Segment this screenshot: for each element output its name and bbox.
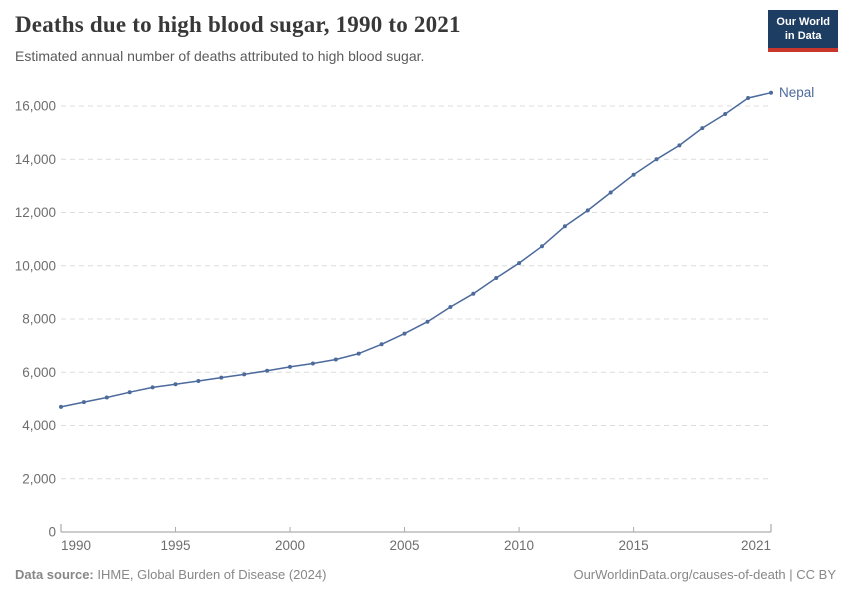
y-axis-tick-label: 14,000: [15, 152, 56, 167]
data-point[interactable]: [59, 404, 63, 409]
data-source-note: Data source: IHME, Global Burden of Dise…: [15, 567, 326, 582]
y-axis-tick-label: 4,000: [22, 418, 56, 433]
data-point[interactable]: [471, 291, 476, 296]
series-end-label-nepal: Nepal: [779, 85, 814, 100]
x-axis-tick-label: 2010: [504, 538, 534, 553]
data-point[interactable]: [356, 351, 361, 356]
x-axis-tick-label: 2005: [390, 538, 420, 553]
data-point[interactable]: [402, 331, 407, 336]
data-point[interactable]: [448, 305, 453, 309]
data-point[interactable]: [608, 190, 613, 195]
data-point[interactable]: [310, 361, 315, 366]
x-axis-tick-label: 2015: [619, 538, 649, 553]
data-point[interactable]: [150, 385, 155, 390]
y-axis-tick-label: 2,000: [22, 471, 56, 486]
y-axis-tick-label: 0: [48, 525, 56, 540]
data-source-label: Data source:: [15, 567, 94, 582]
data-point[interactable]: [585, 208, 590, 213]
data-point[interactable]: [540, 244, 544, 249]
y-axis-tick-label: 16,000: [15, 99, 56, 114]
y-axis-tick-label: 12,000: [15, 205, 56, 220]
data-point[interactable]: [700, 126, 705, 131]
data-point[interactable]: [127, 390, 132, 395]
x-axis-tick-label: 2021: [741, 538, 771, 553]
x-axis-tick-label: 2000: [275, 538, 305, 553]
data-point[interactable]: [333, 357, 338, 362]
data-point[interactable]: [746, 96, 751, 100]
data-point[interactable]: [265, 368, 270, 373]
y-axis-tick-label: 8,000: [22, 312, 56, 327]
data-point[interactable]: [242, 372, 247, 377]
x-axis-tick-label: 1995: [160, 538, 190, 553]
y-axis-tick-label: 6,000: [22, 365, 56, 380]
owid-logo-line2: in Data: [784, 30, 822, 43]
chart-subtitle: Estimated annual number of deaths attrib…: [15, 48, 425, 64]
data-point[interactable]: [379, 342, 384, 347]
data-point[interactable]: [631, 172, 636, 177]
data-point[interactable]: [288, 364, 292, 369]
data-point[interactable]: [81, 400, 86, 405]
data-point[interactable]: [173, 382, 178, 387]
data-point[interactable]: [723, 112, 728, 116]
owid-logo-line1: Our World: [776, 16, 830, 28]
data-point[interactable]: [196, 379, 201, 383]
x-axis-tick-label: 1990: [61, 538, 91, 553]
data-point[interactable]: [769, 90, 773, 95]
data-point[interactable]: [677, 143, 682, 148]
data-source-value: IHME, Global Burden of Disease (2024): [93, 567, 327, 582]
data-point[interactable]: [494, 276, 499, 280]
license-note: OurWorldinData.org/causes-of-death | CC …: [573, 567, 836, 582]
y-axis-tick-label: 10,000: [15, 258, 56, 273]
chart-title: Deaths due to high blood sugar, 1990 to …: [15, 12, 461, 37]
data-point[interactable]: [425, 319, 430, 324]
data-point[interactable]: [104, 395, 109, 400]
data-point[interactable]: [517, 261, 522, 266]
data-point[interactable]: [654, 157, 659, 162]
data-point[interactable]: [562, 224, 567, 229]
data-point[interactable]: [219, 375, 224, 380]
owid-logo: Our World in Data: [768, 10, 838, 52]
trend-line-nepal[interactable]: [60, 91, 772, 408]
